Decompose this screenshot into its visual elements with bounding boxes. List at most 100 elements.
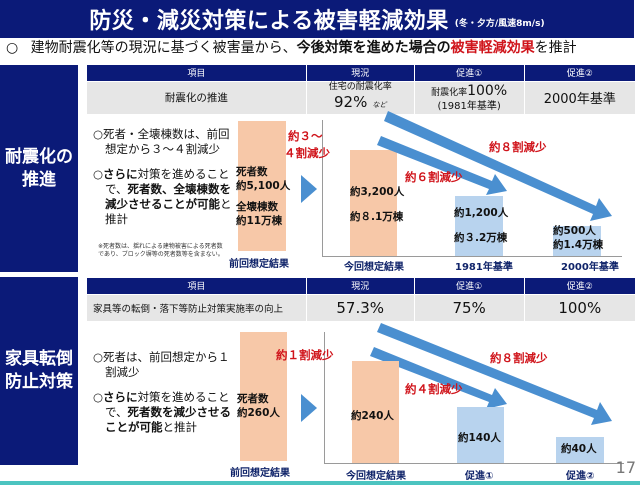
- cell-promo2: 100%: [523, 293, 635, 321]
- label-line: 約260人: [237, 407, 280, 419]
- axis-label-p2: 促進②: [566, 471, 595, 482]
- label-line: ４割減少: [284, 146, 330, 160]
- reduction-label-2: 約６割減少: [405, 170, 463, 184]
- reduction-label-1: 約１割減少: [276, 348, 334, 362]
- cell-current-big: 92%: [333, 92, 368, 111]
- table-header-row: 項目 現況 促進① 促進②: [86, 278, 635, 294]
- cell-current-suffix: など: [372, 100, 387, 109]
- reduction-label-2: 約４割減少: [405, 382, 463, 396]
- axis-label-p2: 2000年基準: [561, 262, 619, 273]
- intro-bullet: ○: [6, 40, 19, 56]
- label-line: 約3,200人: [350, 186, 405, 198]
- label-line: 約３～: [288, 129, 323, 143]
- label-line: 約1,200人: [454, 207, 509, 219]
- label-line: 全壊棟数: [236, 201, 278, 213]
- bar-p1-2: [457, 407, 504, 463]
- bar-p2-1: [553, 226, 601, 256]
- label-line: 約500人: [553, 225, 596, 237]
- cell-current: 57.3%: [305, 293, 415, 321]
- table-row: 耐震化の推進 住宅の耐震化率 92% など 耐震化率100% (1981年基準)…: [86, 80, 635, 114]
- bold-text: 死者数、全壊棟数を減少させることが可能: [105, 182, 232, 211]
- axis-label-prev: 前回想定結果: [229, 259, 289, 270]
- bar-p2-2-label: 約40人: [561, 443, 597, 455]
- cell-current: 住宅の耐震化率 92% など: [305, 80, 415, 114]
- header-current: 現況: [305, 278, 415, 294]
- axis-label-p1: 促進①: [465, 471, 494, 482]
- header-promo1: 促進①: [413, 65, 525, 81]
- section2-label-line2: 防止対策: [5, 372, 73, 392]
- axis-label-curr: 今回想定結果: [346, 471, 406, 482]
- section1-note: ※死者数は、揺れによる建物被害による死者数であり、ブロック塀等の死者数等を含まな…: [98, 243, 224, 258]
- axis-x: [324, 463, 624, 464]
- intro-highlight: 被害軽減効果: [450, 40, 535, 56]
- label-line: 約11万棟: [236, 215, 283, 227]
- header-promo1: 促進①: [413, 278, 525, 294]
- text: と推計: [162, 420, 198, 434]
- bar-curr-2-label: 約240人: [351, 410, 394, 422]
- section1-bullets: ○死者・全壊棟数は、前回想定から３～４割減少 ○さらに対策を進めることで、死者数…: [93, 127, 238, 237]
- table-header-row: 項目 現況 促進① 促進②: [86, 65, 635, 81]
- label-line: 約８.1万棟: [350, 211, 404, 223]
- bullet-mark: ○: [93, 390, 104, 404]
- intro-part2: 今後対策を進めた場合の: [296, 40, 451, 56]
- cell-promo2: 2000年基準: [523, 80, 635, 114]
- bar-curr-1: [350, 150, 397, 256]
- section2-label-line1: 家具転倒: [5, 349, 73, 369]
- bar-p1-2-label: 約140人: [458, 432, 501, 444]
- reduction-label-1: 約３～ ４割減少: [284, 128, 330, 162]
- short-arrow-icon: [377, 136, 507, 195]
- section2-side-label: 家具転倒 防止対策: [0, 277, 78, 465]
- arrow-right-icon: [301, 175, 317, 203]
- long-arrow-2-icon: [377, 323, 612, 425]
- bottom-accent-line: [0, 481, 640, 485]
- bar-curr-1-label: 約3,200人 約８.1万棟: [350, 185, 404, 224]
- header-item: 項目: [86, 278, 307, 294]
- cell-item: 家具等の転倒・落下等防止対策実施率の向上: [86, 293, 307, 321]
- intro-text: ○ 建物耐震化等の現況に基づく被害量から、今後対策を進めた場合の被害軽減効果を推…: [6, 38, 577, 58]
- bold-text: さらに: [103, 167, 138, 181]
- axis-label-curr: 今回想定結果: [344, 262, 404, 273]
- section1-bullet2: ○さらに対策を進めることで、死者数、全壊棟数を減少させることが可能と推計: [93, 167, 238, 227]
- page-title: 防災・減災対策による被害軽減効果: [89, 9, 449, 34]
- intro-part1: 建物耐震化等の現況に基づく被害量から、: [30, 40, 297, 56]
- section1-side-label: 耐震化の 推進: [0, 65, 78, 272]
- section2-table: 項目 現況 促進① 促進② 家具等の転倒・落下等防止対策実施率の向上 57.3%…: [86, 278, 635, 321]
- bar-p2-1-label: 約500人 約1.4万棟: [553, 224, 603, 252]
- page-subtitle: (冬・夕方/風速8m/s): [454, 18, 545, 29]
- header-current: 現況: [305, 65, 415, 81]
- cell-promo1-big: 100%: [467, 83, 508, 99]
- bar-p1-1-label: 約1,200人 約３.2万棟: [454, 206, 508, 245]
- table-row: 家具等の転倒・落下等防止対策実施率の向上 57.3% 75% 100%: [86, 293, 635, 321]
- bar-prev-2-label: 死者数 約260人: [237, 392, 280, 420]
- section1-label-line1: 耐震化の: [5, 146, 73, 167]
- label-line: 約1.4万棟: [553, 239, 604, 251]
- header-item: 項目: [86, 65, 307, 81]
- bar-p1-1: [455, 196, 503, 256]
- axis-x: [322, 256, 622, 257]
- header-promo2: 促進②: [523, 278, 635, 294]
- section1-bullet1: ○死者・全壊棟数は、前回想定から３～４割減少: [93, 127, 230, 156]
- axis-label-prev: 前回想定結果: [230, 468, 290, 479]
- section1-table: 項目 現況 促進① 促進② 耐震化の推進 住宅の耐震化率 92% など 耐震化率…: [86, 65, 635, 114]
- bar-prev-2: [240, 332, 287, 461]
- header-promo2: 促進②: [523, 65, 635, 81]
- cell-current-small: 住宅の耐震化率: [328, 81, 392, 92]
- page-number: 17: [615, 458, 636, 477]
- cell-promo1: 耐震化率100% (1981年基準): [413, 80, 525, 114]
- axis-label-p1: 1981年基準: [455, 262, 513, 273]
- cell-promo1: 75%: [413, 293, 525, 321]
- cell-promo1-sub: (1981年基準): [437, 101, 501, 112]
- long-arrow-icon: [384, 111, 612, 221]
- reduction-label-3: 約８割減少: [489, 140, 547, 154]
- bar-curr-2: [352, 361, 399, 463]
- section2-bullets: ○死者は、前回想定から１割減少 ○さらに対策を進めることで、死者数を減少させるこ…: [93, 350, 238, 445]
- cell-promo1-small: 耐震化率: [431, 88, 468, 98]
- reduction-label-3: 約８割減少: [490, 351, 548, 365]
- bar-p2-2: [556, 437, 604, 463]
- arrow-right-icon: [301, 394, 317, 422]
- section2-bullet1: ○死者は、前回想定から１割減少: [93, 350, 230, 379]
- section1-label-line2: 推進: [22, 169, 56, 190]
- section2-bullet2: ○さらに対策を進めることで、死者数を減少させることが可能と推計: [93, 390, 238, 435]
- bar-prev-1-label: 死者数 約5,100人 全壊棟数 約11万棟: [236, 165, 290, 228]
